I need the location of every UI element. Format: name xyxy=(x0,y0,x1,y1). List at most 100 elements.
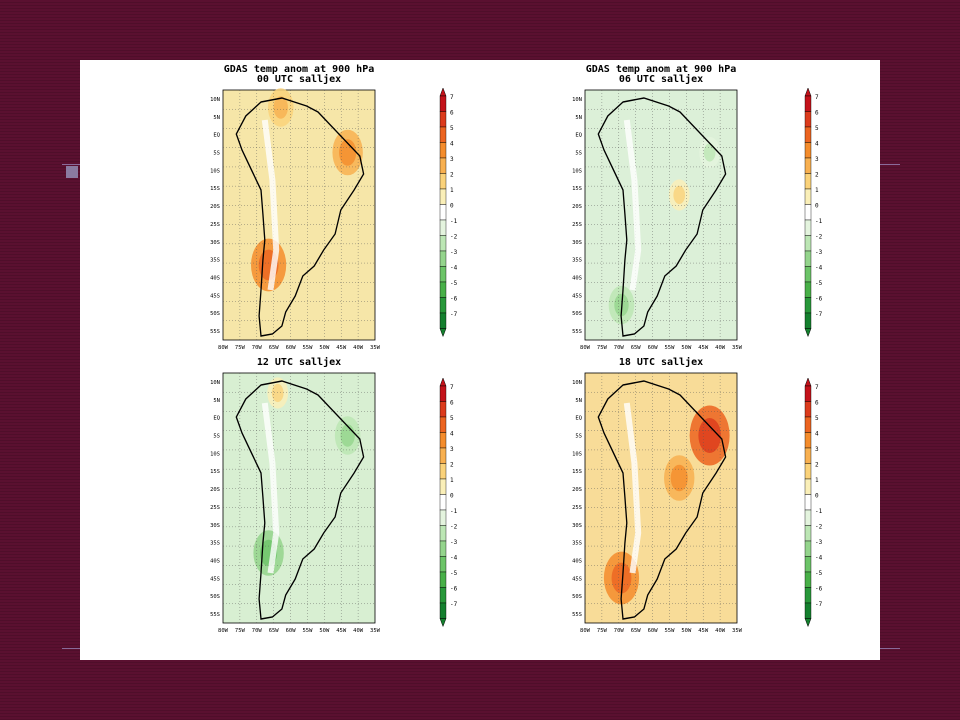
map-panel-3: 12 UTC salljex10N5NEQ5S10S15S20S25S30S35… xyxy=(210,356,458,634)
colorbar-label: 7 xyxy=(450,94,454,101)
colorbar-label: 2 xyxy=(815,172,819,179)
colorbar-swatch xyxy=(804,571,812,588)
colorbar-swatch xyxy=(804,385,812,402)
y-tick-label: 55S xyxy=(210,612,220,618)
colorbar-label: 3 xyxy=(815,156,819,163)
x-tick-label: 65W xyxy=(631,628,642,634)
colorbar-label: 6 xyxy=(815,110,819,117)
colorbar-swatch xyxy=(804,509,812,526)
colorbar-swatch xyxy=(804,126,812,143)
colorbar-swatch xyxy=(804,297,812,314)
colorbar-label: -1 xyxy=(450,218,458,225)
colorbar-swatch xyxy=(804,540,812,557)
y-tick-label: 30S xyxy=(572,523,582,529)
colorbar-label: 3 xyxy=(450,446,454,453)
colorbar-label: -3 xyxy=(815,249,823,256)
x-tick-label: 35W xyxy=(370,345,381,351)
colorbar-label: -2 xyxy=(450,524,458,531)
colorbar-swatch xyxy=(439,556,447,573)
y-tick-label: 50S xyxy=(210,594,220,600)
colorbar: 7 6 5 4 3 2 1 0 -1 -2 -3 -4 -5 -6 -7 xyxy=(804,377,823,628)
y-tick-label: 30S xyxy=(210,523,220,529)
colorbar-swatch xyxy=(804,494,812,511)
colorbar-swatch xyxy=(804,281,812,298)
x-tick-label: 75W xyxy=(597,345,608,351)
colorbar-label: -1 xyxy=(450,508,458,515)
x-tick-label: 50W xyxy=(681,628,692,634)
y-tick-label: 10S xyxy=(572,451,582,457)
y-tick-label: 20S xyxy=(210,487,220,493)
y-tick-label: 55S xyxy=(572,612,582,618)
y-tick-label: 25S xyxy=(210,222,220,228)
colorbar-label: -1 xyxy=(815,508,823,515)
colorbar-swatch xyxy=(439,312,447,329)
colorbar-swatch xyxy=(439,297,447,314)
colorbar-swatch xyxy=(804,447,812,464)
x-tick-label: 60W xyxy=(648,345,659,351)
colorbar-bottom-arrow xyxy=(439,618,447,628)
y-tick-label: 40S xyxy=(210,559,220,565)
y-tick-label: 5N xyxy=(575,398,582,404)
colorbar-label: -4 xyxy=(450,265,458,272)
panel-subtitle: 06 UTC salljex xyxy=(619,73,703,85)
y-tick-label: 25S xyxy=(572,222,582,228)
andes-terrain-mask xyxy=(261,402,280,574)
colorbar-swatch xyxy=(804,416,812,433)
x-tick-label: 35W xyxy=(732,345,743,351)
colorbar-label: 1 xyxy=(450,187,454,194)
colorbar-label: 7 xyxy=(815,94,819,101)
anomaly-core-1 xyxy=(698,418,721,453)
colorbar-label: 4 xyxy=(815,431,819,438)
colorbar-swatch xyxy=(804,312,812,329)
colorbar-label: 1 xyxy=(815,187,819,194)
colorbar-label: -3 xyxy=(450,539,458,546)
colorbar-label: 7 xyxy=(815,384,819,391)
colorbar-swatch xyxy=(804,219,812,236)
anomaly-core-1 xyxy=(339,139,357,166)
colorbar-swatch xyxy=(439,463,447,480)
y-tick-label: 50S xyxy=(572,594,582,600)
y-tick-label: 10N xyxy=(572,380,582,386)
map-frame xyxy=(584,89,738,341)
colorbar-label: 1 xyxy=(815,477,819,484)
x-tick-label: 55W xyxy=(664,345,675,351)
slide-divider-bottom-right xyxy=(880,648,900,649)
x-tick-label: 75W xyxy=(597,628,608,634)
y-tick-label: 35S xyxy=(210,258,220,264)
colorbar-label: 1 xyxy=(450,477,454,484)
colorbar-swatch xyxy=(804,602,812,619)
colorbar-swatch xyxy=(804,142,812,159)
y-tick-label: 5N xyxy=(213,115,220,121)
y-tick-label: 55S xyxy=(572,329,582,335)
map-frame xyxy=(222,372,376,624)
y-tick-label: 5S xyxy=(213,151,220,157)
colorbar-swatch xyxy=(439,447,447,464)
x-tick-label: 55W xyxy=(302,345,313,351)
colorbar-swatch xyxy=(439,432,447,449)
x-tick-label: 60W xyxy=(648,628,659,634)
panel-title: GDAS temp anom at 900 hPa xyxy=(586,64,737,75)
colorbar-swatch xyxy=(439,95,447,112)
colorbar-label: -5 xyxy=(815,570,823,577)
y-tick-label: EQ xyxy=(575,416,582,422)
colorbar-label: -5 xyxy=(450,280,458,287)
y-tick-label: 30S xyxy=(572,240,582,246)
colorbar-swatch xyxy=(439,540,447,557)
colorbar-label: 6 xyxy=(450,400,454,407)
colorbar-label: 5 xyxy=(450,415,454,422)
colorbar-swatch xyxy=(439,219,447,236)
x-tick-label: 70W xyxy=(252,628,263,634)
colorbar-label: 6 xyxy=(815,400,819,407)
colorbar-swatch xyxy=(804,173,812,190)
x-tick-label: 60W xyxy=(286,345,297,351)
y-tick-label: 10N xyxy=(572,97,582,103)
y-tick-label: 55S xyxy=(210,329,220,335)
colorbar-swatch xyxy=(439,494,447,511)
colorbar-swatch xyxy=(804,250,812,267)
y-tick-label: 15S xyxy=(572,186,582,192)
anomaly-core-2 xyxy=(673,185,686,205)
colorbar-label: 5 xyxy=(450,125,454,132)
colorbar-label: -7 xyxy=(815,311,823,318)
colorbar: 7 6 5 4 3 2 1 0 -1 -2 -3 -4 -5 -6 -7 xyxy=(804,87,823,338)
colorbar-label: -6 xyxy=(815,586,823,593)
